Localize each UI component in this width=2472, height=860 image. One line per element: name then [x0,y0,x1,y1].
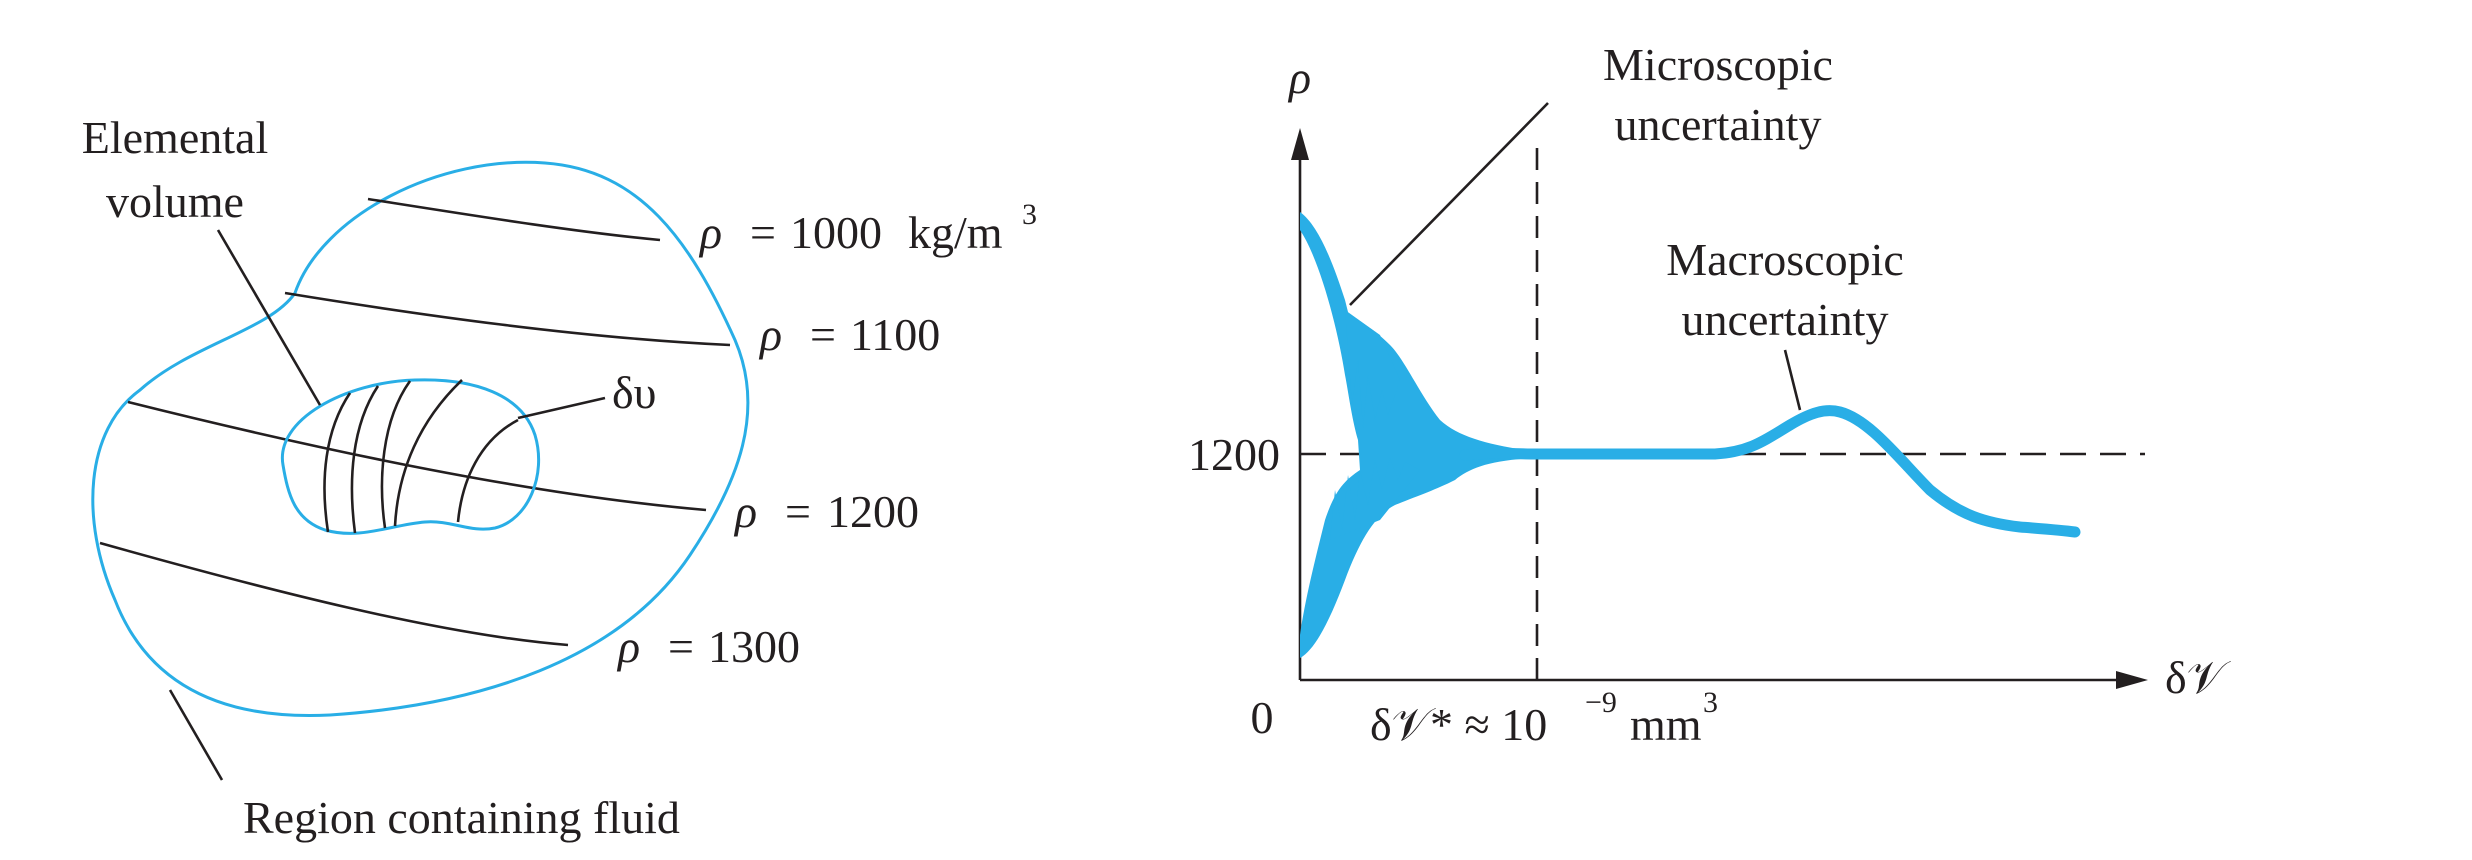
svg-text:ρ: ρ [733,486,757,537]
isoline-1300 [100,543,568,645]
svg-text:ρ: ρ [698,207,722,258]
leader-microscopic [1350,103,1548,305]
svg-text:1300: 1300 [708,621,800,672]
leader-small-volume [518,398,605,418]
svg-text:ρ: ρ [616,621,640,672]
label-elemental-line1: Elemental [82,112,268,163]
svg-text:kg/m: kg/m [908,207,1003,258]
label-region: Region containing fluid [243,792,680,843]
isoline-label-1300: ρ = 1300 [616,621,800,672]
svg-text:=: = [750,207,776,258]
left-panel: Elemental volume δυ Region containing fl… [82,112,1037,843]
svg-text:ρ: ρ [758,309,782,360]
annotation-macro-line1: Macroscopic [1666,234,1904,285]
isoline-label-1000: ρ = 1000 kg/m 3 [698,198,1037,258]
x-axis-arrowhead [2116,671,2148,689]
svg-text:−9: −9 [1585,686,1617,719]
isoline-1200 [128,402,706,510]
svg-text:1000: 1000 [790,207,882,258]
y-axis-label: ρ [1287,52,1311,103]
microscopic-scatter-band [1300,212,1537,658]
svg-text:=: = [785,486,811,537]
svg-text:1100: 1100 [850,309,940,360]
leader-elemental-volume [218,230,320,405]
elemental-grid-line-4 [395,380,462,526]
elemental-grid-line-5 [458,420,518,522]
right-panel: ρ δ𝒱 0 1200 δ𝒱* ≈ 10 −9 mm 3 Microscopic… [1188,39,2232,750]
isoline-1000 [368,199,660,240]
svg-text:1200: 1200 [827,486,919,537]
fluid-region-outline [93,162,748,715]
annotation-micro-line2: uncertainty [1615,99,1822,150]
svg-text:=: = [668,621,694,672]
origin-label: 0 [1251,692,1274,743]
y-axis-arrowhead [1291,128,1309,160]
leader-macroscopic [1785,350,1800,410]
isoline-label-1100: ρ = 1100 [758,309,940,360]
svg-text:δ𝒱* ≈ 10: δ𝒱* ≈ 10 [1370,699,1547,750]
svg-text:=: = [810,309,836,360]
isoline-1100 [285,293,730,345]
svg-text:3: 3 [1703,686,1718,719]
label-small-volume: δυ [612,367,656,418]
leader-region [170,690,222,780]
density-curve [1465,411,2075,532]
x-axis-label: δ𝒱 [2165,652,2232,703]
annotation-macro-line2: uncertainty [1682,294,1889,345]
label-elemental-line2: volume [106,176,244,227]
elemental-grid-line-1 [324,393,350,532]
svg-text:mm: mm [1630,699,1702,750]
isoline-label-1200: ρ = 1200 [733,486,919,537]
rho-ref-label: 1200 [1188,429,1280,480]
x-marker-label: δ𝒱* ≈ 10 −9 mm 3 [1370,686,1718,750]
svg-text:3: 3 [1022,198,1037,231]
annotation-micro-line1: Microscopic [1603,39,1833,90]
